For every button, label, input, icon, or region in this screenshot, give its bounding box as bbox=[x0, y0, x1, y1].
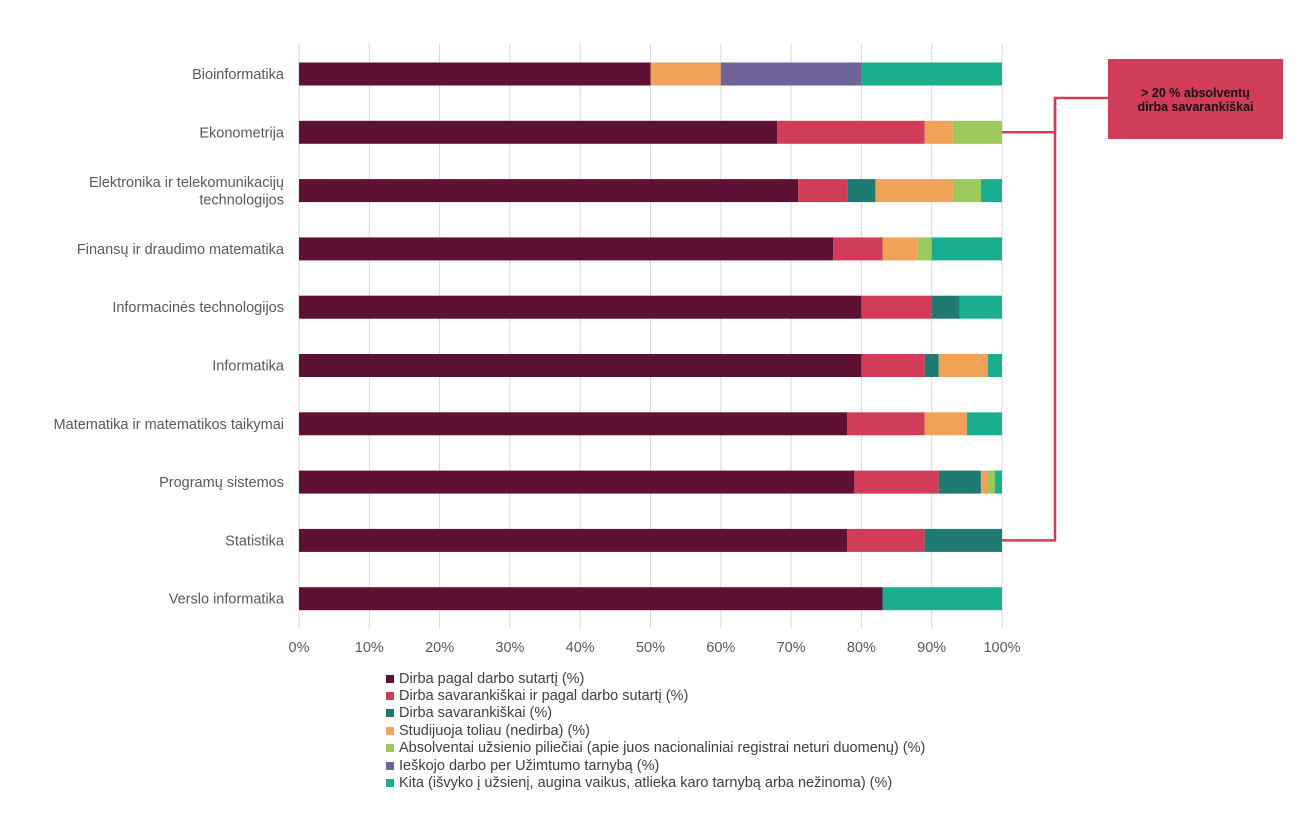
bar-segment bbox=[833, 237, 883, 261]
legend-swatch bbox=[386, 761, 394, 770]
bar-segment bbox=[994, 470, 1002, 494]
category-label: Informatika bbox=[212, 359, 285, 375]
chart-legend: Dirba pagal darbo sutartį (%) Dirba savar… bbox=[386, 670, 925, 792]
category-label: Informacinės technologijos bbox=[112, 300, 284, 316]
legend-label: Dirba savarankiškai (%) bbox=[399, 705, 553, 722]
bar-segment bbox=[987, 470, 995, 494]
category-label: Verslo informatika bbox=[169, 592, 285, 608]
legend-label: Ieškojo darbo per Užimtumo tarnybą (%) bbox=[399, 757, 660, 774]
legend-item: Dirba savarankiškai (%) bbox=[386, 705, 925, 722]
bar-segment bbox=[924, 412, 967, 436]
x-tick-label: 90% bbox=[917, 640, 946, 656]
bar-segment bbox=[861, 295, 932, 319]
category-label: Ekonometrija bbox=[199, 125, 285, 141]
category-label: Finansų ir draudimo matematika bbox=[77, 242, 285, 258]
bar-segment bbox=[987, 354, 1002, 377]
bar-segment bbox=[861, 62, 1002, 86]
legend-swatch bbox=[386, 779, 394, 788]
bar-segment bbox=[882, 237, 918, 261]
bar-segment bbox=[847, 528, 925, 552]
bar-segment bbox=[299, 470, 855, 494]
legend-swatch bbox=[386, 744, 394, 753]
category-label: Elektronika ir telekomunikacijų technolog… bbox=[89, 175, 284, 209]
legend-item: Studijuoja toliau (nedirba) (%) bbox=[386, 722, 925, 739]
bar-segment bbox=[777, 120, 925, 144]
legend-swatch bbox=[386, 709, 394, 718]
bar-segment bbox=[720, 62, 862, 86]
legend-item: Dirba pagal darbo sutartį (%) bbox=[386, 670, 925, 687]
legend-label: Studijuoja toliau (nedirba) (%) bbox=[399, 722, 591, 739]
bar-segment bbox=[952, 120, 1002, 144]
bar-segment bbox=[980, 470, 988, 494]
x-tick-label: 0% bbox=[289, 640, 310, 656]
bar-segment bbox=[650, 62, 721, 86]
bar-segment bbox=[299, 295, 862, 319]
x-tick-label: 40% bbox=[566, 640, 595, 656]
x-tick-label: 80% bbox=[847, 640, 876, 656]
legend-item: Kita (išvyko į užsienį, augina vaikus, a… bbox=[386, 774, 925, 791]
category-label: Statistika bbox=[225, 533, 285, 549]
category-label: Bioinformatika bbox=[192, 67, 285, 83]
legend-item: Ieškojo darbo per Užimtumo tarnybą (%) bbox=[386, 757, 925, 774]
bar-segment bbox=[847, 412, 925, 436]
bar-segment bbox=[798, 179, 848, 203]
x-tick-label: 20% bbox=[425, 640, 454, 656]
bar-segment bbox=[882, 587, 1002, 611]
bar-segment bbox=[980, 179, 1002, 203]
annotation-connector bbox=[1002, 96, 1108, 542]
bar-segment bbox=[938, 470, 981, 494]
legend-swatch bbox=[386, 726, 394, 735]
legend-item: Dirba savarankiškai ir pagal darbo sutar… bbox=[386, 687, 925, 704]
bar-segment bbox=[854, 470, 939, 494]
bar-segment bbox=[959, 295, 1002, 319]
x-tick-label: 100% bbox=[983, 640, 1020, 656]
bar-segment bbox=[938, 354, 988, 377]
category-label: Matematika ir matematikos taikymai bbox=[54, 417, 284, 433]
bar-segment bbox=[952, 179, 981, 203]
annotation-callout: > 20 % absolventų dirba savarankiškai bbox=[1108, 59, 1283, 139]
bar-segment bbox=[917, 237, 932, 261]
bar-segment bbox=[299, 179, 799, 203]
bar-segment bbox=[299, 354, 862, 377]
legend-label: Kita (išvyko į užsienį, augina vaikus, a… bbox=[399, 775, 893, 792]
x-tick-label: 60% bbox=[706, 640, 735, 656]
annotation-line-2: dirba savarankiškai bbox=[1137, 100, 1254, 114]
bar-segment bbox=[924, 528, 1002, 552]
bar-segment bbox=[299, 528, 848, 552]
legend-swatch bbox=[386, 692, 394, 701]
legend-swatch bbox=[386, 674, 394, 683]
legend-label: Dirba pagal darbo sutartį (%) bbox=[399, 670, 585, 687]
bar-segment bbox=[299, 62, 651, 86]
bar-segment bbox=[931, 295, 960, 319]
bar-segment bbox=[924, 354, 939, 377]
bar-segment bbox=[931, 237, 1002, 261]
category-label: Programų sistemos bbox=[159, 475, 284, 491]
bar-segment bbox=[299, 412, 848, 436]
bar-segment bbox=[861, 354, 925, 377]
annotation-line-1: > 20 % absolventų bbox=[1141, 86, 1250, 100]
x-tick-label: 70% bbox=[777, 640, 806, 656]
x-tick-label: 10% bbox=[355, 640, 384, 656]
bar-segment bbox=[924, 120, 953, 144]
bar-segment bbox=[966, 412, 1002, 436]
x-tick-label: 50% bbox=[636, 640, 665, 656]
bar-segment bbox=[299, 120, 778, 144]
legend-label: Dirba savarankiškai ir pagal darbo sutar… bbox=[399, 688, 689, 705]
bar-segment bbox=[875, 179, 953, 203]
legend-item: Absolventai užsienio piliečiai (apie juo… bbox=[386, 740, 925, 757]
bar-segment bbox=[847, 179, 876, 203]
x-tick-label: 30% bbox=[495, 640, 524, 656]
bar-segment bbox=[299, 237, 834, 261]
legend-label: Absolventai užsienio piliečiai (apie juo… bbox=[399, 740, 926, 757]
bar-segment bbox=[299, 587, 883, 611]
